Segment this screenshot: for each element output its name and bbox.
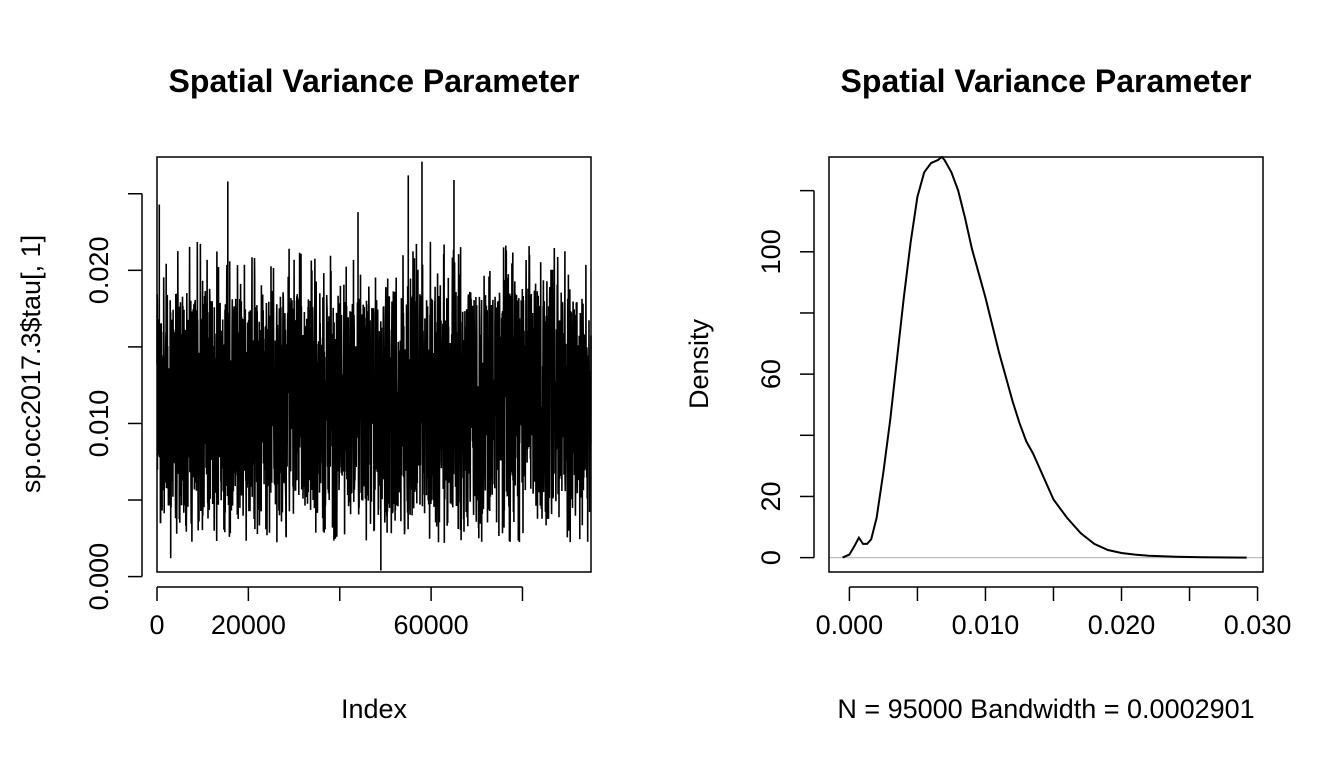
trace-x-tick-label: 0 [149, 610, 164, 640]
trace-panel: Spatial Variance Parameter 0 20000 60000 0… [16, 63, 592, 724]
trace-x-axis: 0 20000 60000 [149, 586, 524, 640]
density-y-tick-label: 0 [756, 550, 786, 565]
density-panel: Spatial Variance Parameter 0.000 0.010 0.0… [684, 63, 1291, 724]
density-y-label: Density [684, 318, 714, 409]
density-x-label: N = 95000 Bandwidth = 0.0002901 [837, 694, 1254, 724]
density-y-tick-label: 60 [756, 359, 786, 389]
density-x-tick-label: 0.020 [1088, 610, 1156, 640]
trace-y-label: sp.occ2017.3$tau[, 1] [16, 235, 46, 493]
trace-plot-frame [156, 156, 592, 573]
trace-x-label: Index [341, 694, 408, 724]
trace-title: Spatial Variance Parameter [169, 63, 580, 99]
trace-y-tick-label: 0.020 [84, 237, 114, 305]
density-x-axis: 0.000 0.010 0.020 0.030 [816, 586, 1292, 640]
density-plot-frame [828, 156, 1264, 573]
trace-line [156, 241, 592, 543]
trace-y-tick-label: 0.010 [84, 390, 114, 458]
density-x-tick-label: 0.030 [1224, 610, 1292, 640]
density-y-tick-label: 20 [756, 481, 786, 511]
density-y-tick-label: 100 [756, 229, 786, 274]
density-x-tick-label: 0.010 [952, 610, 1020, 640]
trace-x-tick-label: 60000 [394, 610, 469, 640]
trace-series [156, 161, 592, 571]
trace-y-axis: 0.000 0.010 0.020 [84, 193, 143, 611]
density-y-axis: 0 20 60 100 [756, 189, 815, 565]
density-x-tick-label: 0.000 [816, 610, 884, 640]
trace-y-tick-label: 0.000 [84, 543, 114, 611]
trace-x-tick-label: 20000 [211, 610, 286, 640]
density-title: Spatial Variance Parameter [841, 63, 1252, 99]
density-curve [842, 155, 1247, 559]
